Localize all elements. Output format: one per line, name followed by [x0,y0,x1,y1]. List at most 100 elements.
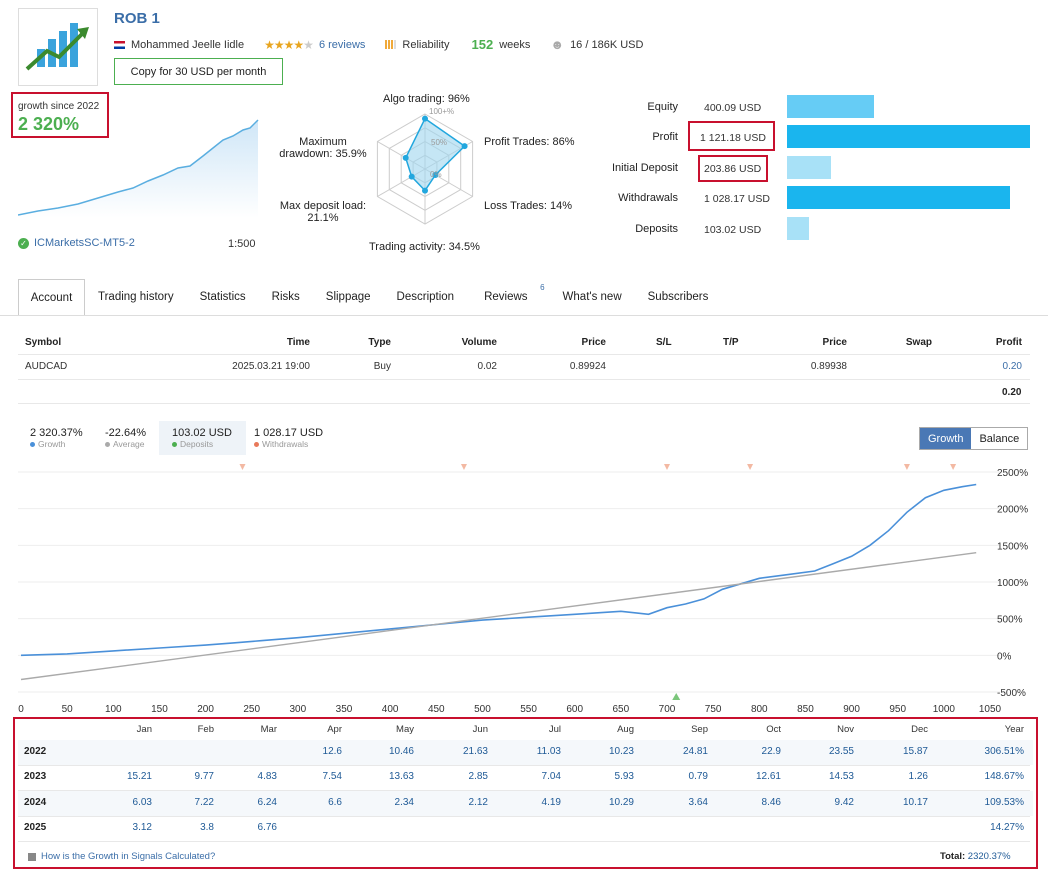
x-tick-label: 650 [613,704,630,715]
month-value[interactable]: 9.42 [834,797,854,808]
tab-what-s-new[interactable]: What's new [550,279,635,315]
month-value[interactable]: 23.55 [828,746,854,757]
radar-point [422,187,428,194]
reliability-label[interactable]: Reliability [402,38,450,51]
month-value[interactable]: 14.53 [828,771,854,782]
month-value[interactable]: 7.22 [194,797,214,808]
month-value[interactable]: 22.9 [761,746,781,757]
month-header: Mar [260,724,277,735]
highlight-profit [688,121,775,151]
month-value[interactable]: 6.76 [257,822,277,833]
growth-sparkline [18,119,259,218]
month-value[interactable]: 13.63 [388,771,414,782]
x-tick-label: 400 [382,704,399,715]
broker-name[interactable]: ICMarketsSC-MT5-2 [34,237,135,249]
tab-slippage[interactable]: Slippage [313,279,384,315]
month-header: Sep [691,724,708,735]
month-value[interactable]: 2.12 [468,797,488,808]
tab-statistics[interactable]: Statistics [187,279,259,315]
month-value[interactable]: 10.17 [902,797,928,808]
tab-account[interactable]: Account [18,279,85,315]
equity-bar [787,156,831,179]
x-tick-label: 550 [520,704,537,715]
radar-tick-100: 100+% [429,107,455,116]
how-growth-link[interactable]: How is the Growth in Signals Calculated? [28,851,215,862]
month-value[interactable]: 14.27% [990,822,1024,833]
average-dot-icon [105,441,110,447]
tab-label: Slippage [325,291,371,303]
signal-title[interactable]: ROB 1 [114,10,160,27]
radar-max-load: Max deposit load: 21.1% [279,200,367,224]
growth-chart[interactable]: 2500% 2000% 1500% 1000% 500% 0% -500% 0 50 100 150… [0,460,1050,718]
author-name[interactable]: Mohammed Jeelle Iidle [131,38,245,51]
table-cell: 2025.03.21 19:00 [232,361,310,372]
month-value[interactable]: 2.34 [394,797,414,808]
month-value[interactable]: 11.03 [536,746,561,757]
month-value[interactable]: 3.64 [688,797,708,808]
month-value[interactable]: 15.21 [126,771,152,782]
month-value[interactable]: 4.19 [541,797,561,808]
copy-button[interactable]: Copy for 30 USD per month [114,58,283,85]
subscribers-icon: ☻ [550,37,565,52]
growth-toggle-button[interactable]: Growth [920,428,972,449]
signal-logo [18,8,98,86]
trend-series-line [20,552,977,681]
month-value[interactable]: 15.87 [902,746,928,757]
month-value[interactable]: 8.46 [761,797,781,808]
y-tick-label: 1000% [997,578,1028,589]
month-value[interactable]: 6.6 [328,797,342,808]
month-value[interactable]: 6.03 [132,797,152,808]
withdrawal-marker-icon [239,464,246,470]
month-value[interactable]: 148.67% [984,771,1024,782]
reviews-link[interactable]: 6 reviews [318,38,366,51]
month-value[interactable]: 3.8 [200,822,214,833]
month-value[interactable]: 5.93 [614,771,634,782]
x-tick-label: 600 [566,704,583,715]
month-value[interactable]: 10.46 [388,746,414,757]
legend-average[interactable]: -22.64% Average [105,427,146,449]
help-icon [28,852,36,861]
radar-algo-trading: Algo trading: 96% [383,93,470,105]
month-value[interactable]: 12.61 [755,771,781,782]
table-cell: 0.89938 [810,361,847,372]
column-header: Volume [461,337,497,348]
x-tick-label: 350 [336,704,353,715]
radar-point [432,172,439,179]
month-value[interactable]: 4.83 [257,771,277,782]
tab-risks[interactable]: Risks [259,279,313,315]
month-value[interactable]: 12.6 [322,746,342,757]
month-value[interactable]: 0.79 [688,771,708,782]
tab-reviews[interactable]: Reviews 6 [467,279,549,315]
month-value[interactable]: 7.54 [322,771,342,782]
month-value[interactable]: 9.77 [194,771,214,782]
column-header: Swap [905,337,932,348]
month-value[interactable]: 10.29 [608,797,634,808]
tab-description[interactable]: Description [384,279,468,315]
broker-link[interactable]: ✓ ICMarketsSC-MT5-2 [18,237,135,249]
radar-polygon [404,117,466,192]
month-value[interactable]: 3.12 [132,822,152,833]
month-value[interactable]: 10.23 [608,746,634,757]
month-value[interactable]: 1.26 [908,771,928,782]
month-value[interactable]: 21.63 [462,746,488,757]
legend-deposits[interactable]: 103.02 USD Deposits [159,421,246,455]
tab-trading-history[interactable]: Trading history [85,279,187,315]
month-value[interactable]: 7.04 [541,771,561,782]
month-value[interactable]: 109.53% [984,797,1024,808]
legend-growth[interactable]: 2 320.37% Growth [30,427,83,449]
year-label: 2024 [24,797,47,808]
month-value[interactable]: 24.81 [682,746,708,757]
x-tick-label: 700 [659,704,676,715]
month-value[interactable]: 2.85 [468,771,488,782]
balance-toggle-button[interactable]: Balance [971,428,1028,449]
reliability-bars-icon [385,40,397,49]
highlight-initial-deposit [698,155,768,182]
legend-withdrawals[interactable]: 1 028.17 USD Withdrawals [254,427,324,449]
tab-label: Account [30,291,73,304]
radar-tick-50: 50% [431,138,448,147]
month-value[interactable]: 6.24 [257,797,277,808]
tab-subscribers[interactable]: Subscribers [635,279,722,315]
month-value[interactable]: 306.51% [984,746,1024,757]
equity-label: Equity [647,101,678,113]
radar-trading-activity: Trading activity: 34.5% [369,241,480,253]
